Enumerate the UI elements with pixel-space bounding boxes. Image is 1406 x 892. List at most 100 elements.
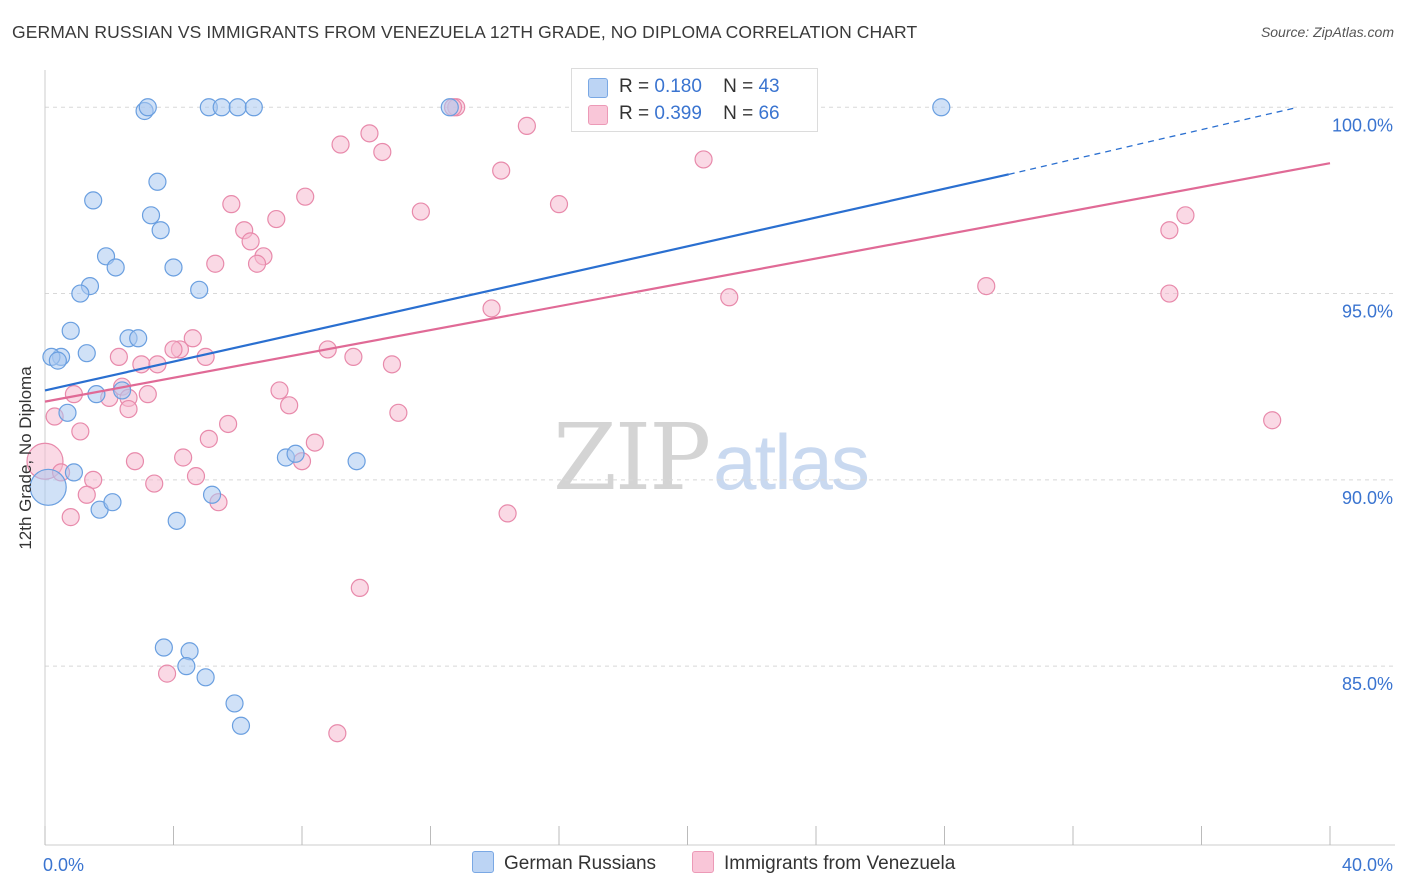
y-tick-label: 85.0% — [1342, 674, 1393, 694]
venezuela-point — [1263, 411, 1282, 430]
venezuela-point — [119, 399, 138, 419]
german-russian-point — [129, 329, 148, 348]
venezuela-point — [350, 578, 369, 598]
german-russian-point — [64, 463, 84, 482]
german-russian-point — [138, 98, 157, 117]
venezuela-point — [977, 277, 996, 296]
german-russian-point — [154, 638, 173, 657]
n-label: N = — [723, 103, 754, 124]
chart-title: GERMAN RUSSIAN VS IMMIGRANTS FROM VENEZU… — [12, 22, 918, 42]
venezuela-point — [267, 209, 286, 229]
watermark: ZIPatlas — [553, 404, 870, 511]
venezuela-point — [174, 448, 193, 467]
bottom-legend-swatch-pink — [692, 851, 714, 873]
venezuela-point — [296, 187, 315, 206]
y-axis-title: 12th Grade, No Diploma — [16, 366, 35, 550]
venezuela-point — [206, 254, 225, 273]
gridlines — [45, 106, 1395, 667]
german-russian-trend-extension — [1008, 106, 1299, 175]
german-russian-points — [29, 98, 951, 735]
german-russian-point — [167, 511, 186, 530]
x-tick-label: 40.0% — [1342, 855, 1393, 875]
legend-text: R = 0.399 N = 66 — [619, 100, 780, 128]
venezuela-point — [305, 433, 324, 452]
german-russian-point — [202, 485, 222, 504]
venezuela-point — [196, 347, 215, 366]
venezuela-trend-line — [44, 162, 1331, 403]
venezuela-point — [61, 508, 80, 527]
venezuela-point — [138, 385, 157, 404]
german-russian-point — [71, 284, 90, 303]
german-russian-point — [212, 98, 231, 117]
bottom-legend-venezuela[interactable]: Immigrants from Venezuela — [692, 851, 955, 877]
german-russian-point — [180, 642, 199, 661]
venezuela-point — [373, 142, 392, 162]
r-label: R = — [619, 103, 650, 124]
german-russian-point — [228, 98, 247, 117]
venezuela-point — [411, 202, 430, 221]
n-value: 66 — [758, 103, 780, 124]
bottom-legend-german-russians[interactable]: German Russians — [472, 851, 656, 877]
venezuela-point — [1160, 284, 1179, 303]
venezuela-point — [360, 124, 379, 143]
venezuela-point — [222, 195, 241, 214]
venezuela-point — [77, 485, 96, 504]
y-tick-label: 100.0% — [1332, 115, 1393, 135]
german-russian-point — [61, 321, 80, 340]
trend-lines — [44, 106, 1331, 403]
german-russian-point — [103, 493, 122, 512]
axis-labels: 85.0% 90.0% 95.0% 100.0% 0.0% 40.0% 12th Grade… — [16, 115, 1393, 875]
venezuela-point — [517, 116, 536, 135]
german-russian-point — [106, 258, 125, 277]
venezuela-point — [482, 299, 501, 318]
venezuela-point — [389, 403, 408, 422]
german-russian-point — [141, 206, 161, 225]
venezuela-point — [186, 467, 206, 486]
german-russian-point — [48, 351, 67, 370]
r-value: 0.399 — [654, 103, 702, 124]
german-russian-point — [177, 657, 196, 676]
correlation-legend: R = 0.180 N = 43 R = 0.399 N = 66 — [571, 68, 818, 132]
venezuela-point — [1176, 206, 1195, 225]
venezuela-point — [157, 664, 177, 683]
r-value: 0.180 — [654, 76, 702, 97]
venezuela-point — [164, 340, 183, 359]
venezuela-point — [280, 396, 299, 415]
venezuela-point — [183, 329, 202, 348]
bottom-legend-label: German Russians — [504, 853, 657, 874]
german-russian-point — [225, 694, 244, 713]
german-russian-point — [932, 98, 951, 117]
legend-swatch-blue — [588, 78, 608, 98]
german-russian-point — [196, 668, 215, 687]
bottom-legend-label: Immigrants from Venezuela — [724, 853, 956, 874]
german-russian-point — [148, 172, 167, 191]
german-russian-point — [164, 258, 183, 277]
venezuela-point — [199, 429, 218, 448]
venezuela-point — [1160, 221, 1179, 240]
venezuela-point — [344, 347, 363, 366]
venezuela-point — [125, 452, 145, 471]
venezuela-point — [145, 474, 164, 493]
venezuela-point — [720, 288, 739, 307]
german-russian-point — [440, 98, 459, 117]
watermark-atlas: atlas — [713, 418, 870, 506]
venezuela-point — [382, 355, 402, 374]
german-russian-point — [151, 221, 170, 240]
n-value: 43 — [758, 76, 780, 97]
venezuela-point — [219, 414, 238, 434]
legend-text: R = 0.180 N = 43 — [619, 73, 780, 101]
german-russian-point — [84, 191, 103, 210]
n-label: N = — [723, 76, 754, 97]
german-russian-point — [58, 403, 77, 422]
venezuela-point — [331, 135, 350, 154]
venezuela-point — [247, 254, 267, 273]
venezuela-point — [328, 724, 347, 743]
bottom-legend-swatch-blue — [472, 851, 494, 873]
german-russian-point — [286, 444, 305, 463]
venezuela-point — [71, 422, 90, 441]
german-russian-trend-line — [44, 173, 1009, 392]
german-russian-point — [244, 98, 263, 117]
german-russian-point — [347, 452, 366, 471]
german-russian-point — [77, 344, 96, 363]
german-russian-point — [190, 280, 209, 299]
